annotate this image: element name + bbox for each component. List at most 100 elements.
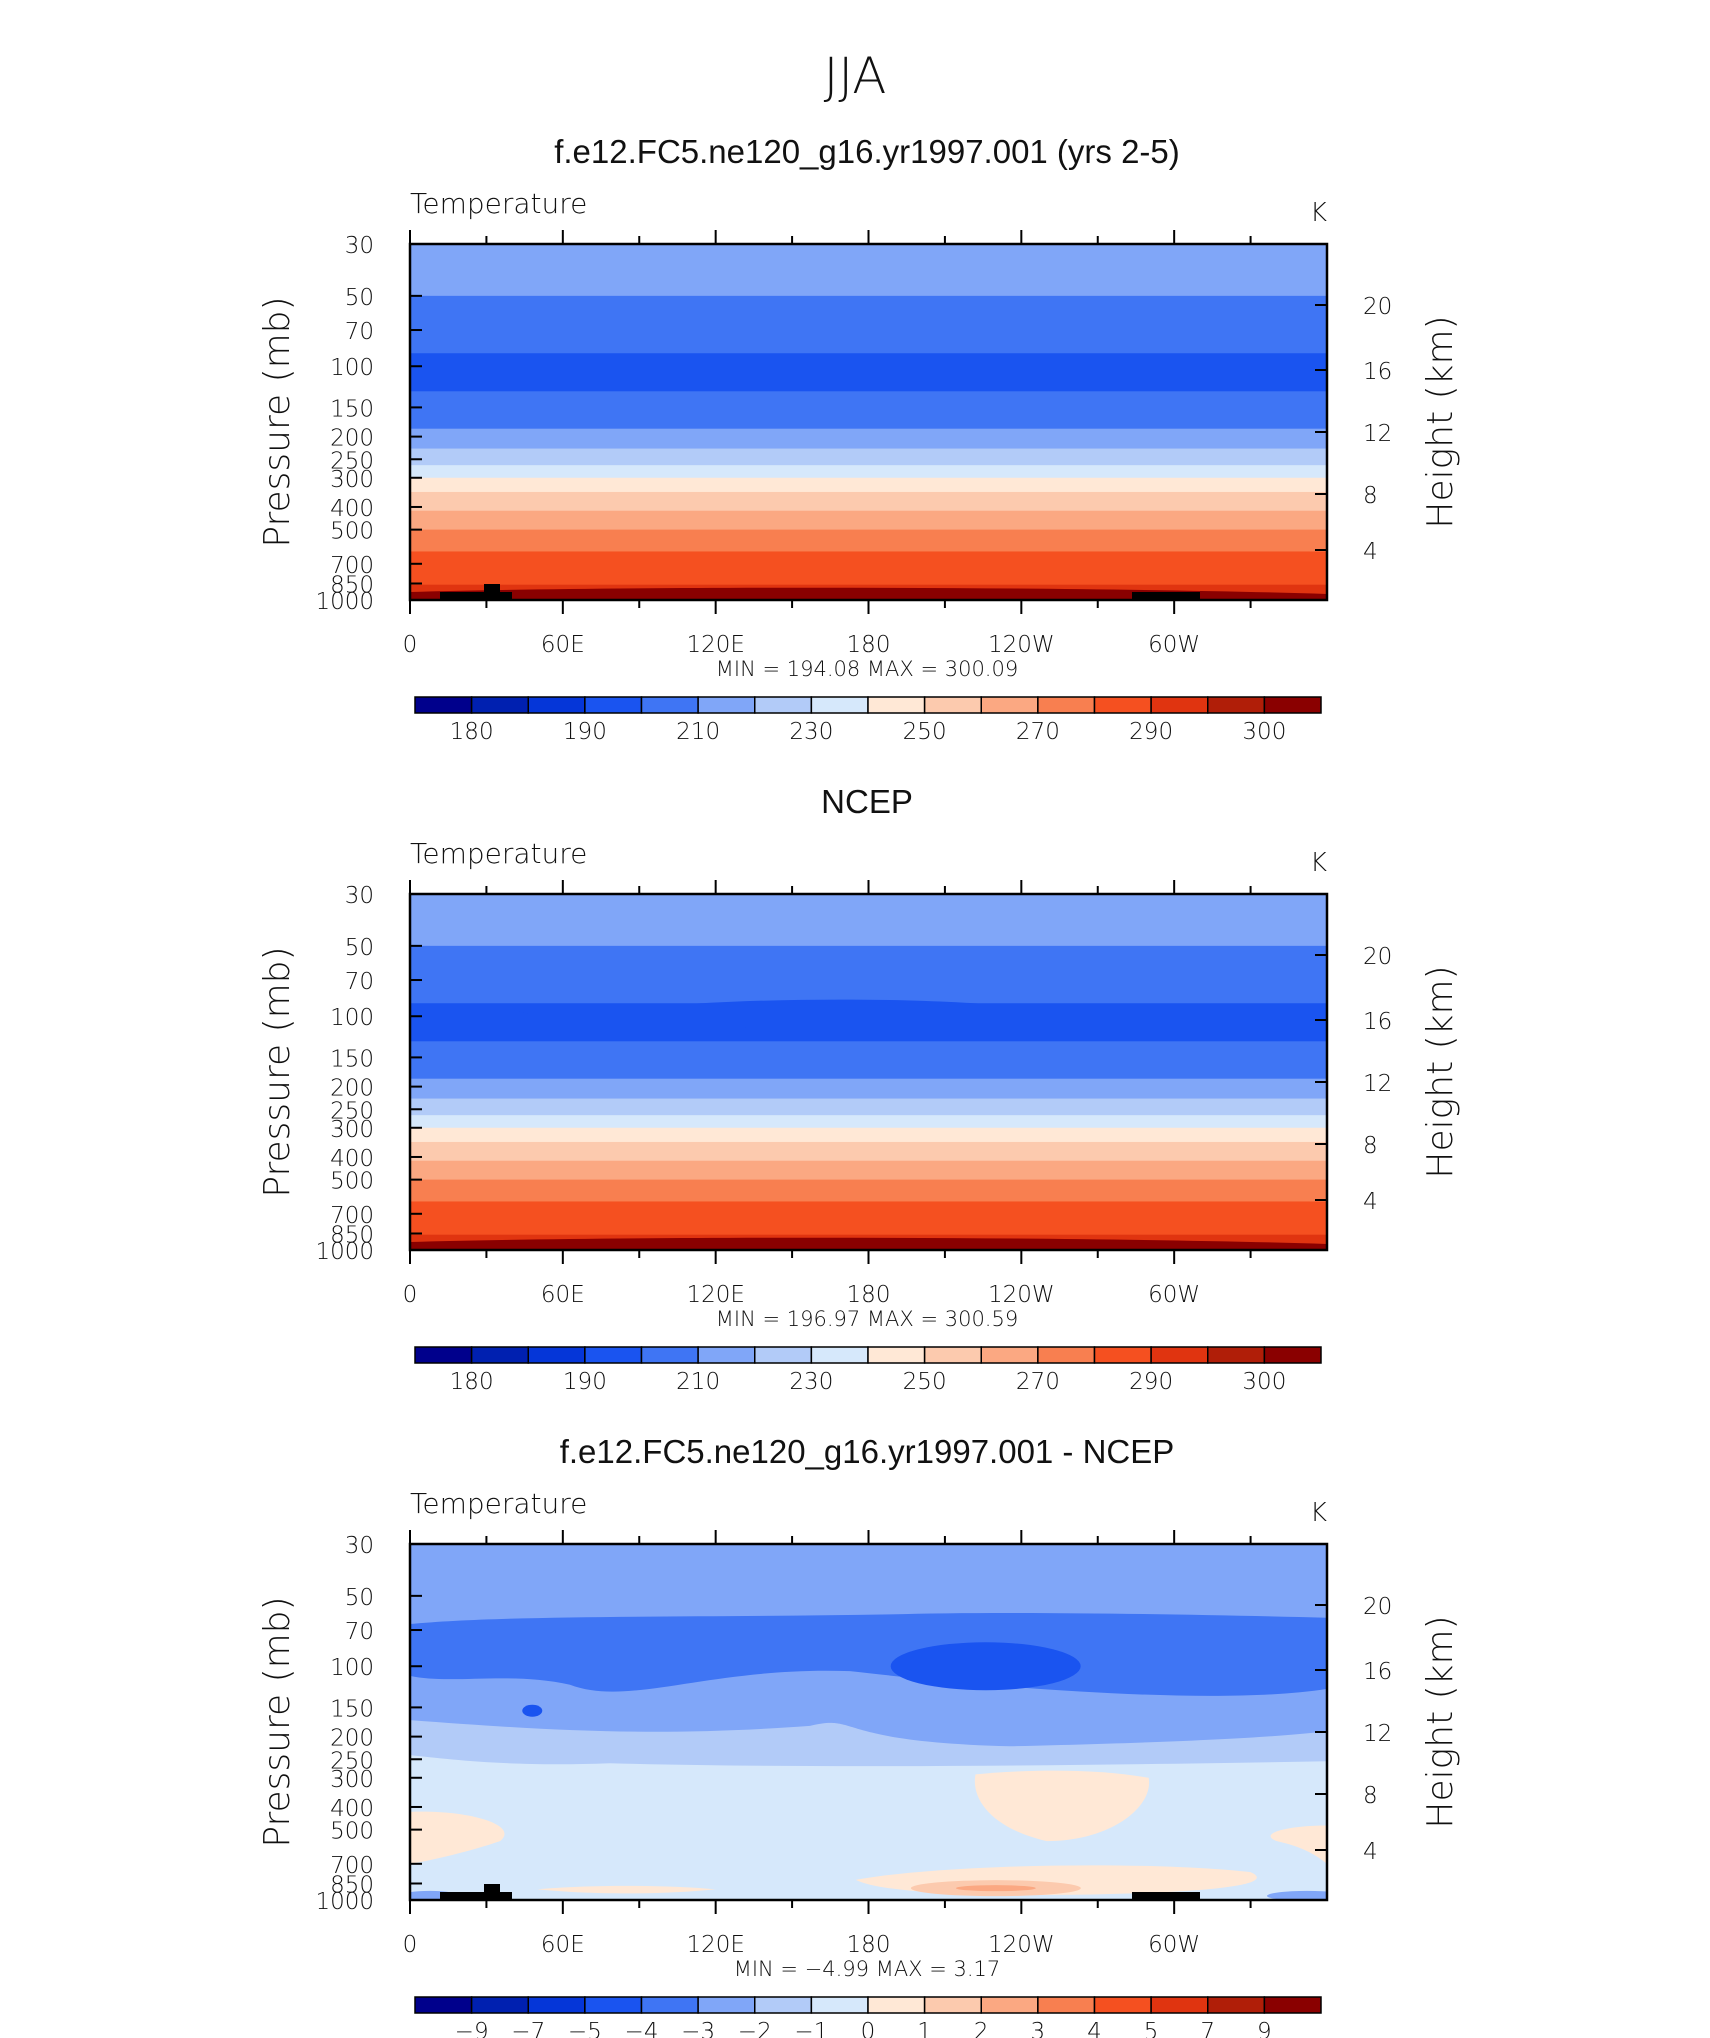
min-max-label: MIN = −4.99 MAX = 3.17 [734, 1957, 1001, 1981]
lon-tick-label: 120E [686, 1282, 744, 1308]
colorbar-box [810, 1996, 869, 2014]
colorbar-label: 9 [1257, 2019, 1272, 2038]
contour-band-surface [410, 587, 1327, 600]
y-axis-label-left: Pressure (mb) [257, 296, 298, 547]
variable-label: Temperature [410, 187, 587, 220]
colorbar-box [980, 1996, 1039, 2014]
topography [440, 1892, 512, 1900]
topography [484, 1884, 500, 1894]
plot-area [410, 894, 1327, 1250]
colorbar-label: 230 [789, 719, 833, 745]
pressure-tick-label: 50 [345, 285, 374, 311]
height-tick-label: 12 [1363, 1071, 1392, 1097]
colorbar-label: 3 [1031, 2019, 1046, 2038]
colorbar-box [810, 1346, 869, 1364]
contour-band [410, 510, 1327, 531]
height-tick-label: 8 [1363, 483, 1378, 509]
pressure-tick-label: 100 [330, 355, 374, 381]
contour-band [410, 1127, 1327, 1143]
colorbar-box [754, 696, 813, 714]
lon-tick-label: 0 [403, 1282, 418, 1308]
contour-band [410, 1098, 1327, 1116]
colorbar-label: 0 [861, 2019, 876, 2038]
lon-tick-label: 120E [686, 632, 744, 658]
lon-tick-label: 120W [988, 632, 1055, 658]
contour-band [955, 1885, 1036, 1892]
height-tick-label: 16 [1363, 1009, 1392, 1035]
colorbar-label: −2 [738, 2019, 772, 2038]
height-tick-label: 4 [1363, 1839, 1378, 1865]
colorbar-label: 1 [917, 2019, 932, 2038]
colorbar-label: 300 [1242, 719, 1286, 745]
colorbar-box [584, 1996, 643, 2014]
panel-1: f.e12.FC5.ne120_g16.yr1997.001 (yrs 2-5)… [257, 133, 1461, 745]
colorbar-label: 300 [1242, 1369, 1286, 1395]
colorbar-label: 5 [1144, 2019, 1159, 2038]
contour-feature [410, 1006, 530, 1023]
colorbar-label: 250 [903, 719, 947, 745]
colorbar-label: 290 [1129, 719, 1173, 745]
contour-band [522, 1704, 543, 1717]
colorbar-box [640, 696, 699, 714]
colorbar-box [1093, 1996, 1152, 2014]
variable-label: Temperature [410, 1487, 587, 1520]
colorbar-box [980, 696, 1039, 714]
colorbar-box [584, 1346, 643, 1364]
pressure-tick-label: 30 [345, 1533, 374, 1559]
pressure-tick-label: 400 [330, 1146, 374, 1172]
colorbar-box [1037, 696, 1096, 714]
colorbar-label: −7 [511, 2019, 545, 2038]
y-axis-label-left: Pressure (mb) [257, 1596, 298, 1847]
pressure-tick-label: 30 [345, 883, 374, 909]
colorbar-box [697, 696, 756, 714]
colorbar-label: 270 [1016, 1369, 1060, 1395]
pressure-tick-label: 250 [330, 1748, 374, 1774]
colorbar-box [527, 1346, 586, 1364]
contour-band [410, 353, 1327, 392]
lon-tick-label: 60W [1148, 1282, 1200, 1308]
contour-band [410, 391, 1327, 430]
pressure-tick-label: 500 [330, 519, 374, 545]
pressure-tick-label: 850 [330, 1223, 374, 1249]
colorbar-box [527, 1996, 586, 2014]
figure-title: JJA [824, 47, 887, 105]
topography [484, 584, 500, 594]
lon-tick-label: 0 [403, 1932, 418, 1958]
colorbar-label: −4 [625, 2019, 659, 2038]
lon-tick-label: 60E [541, 1932, 585, 1958]
colorbar-label: 210 [676, 1369, 720, 1395]
height-tick-label: 8 [1363, 1133, 1378, 1159]
lon-tick-label: 60E [541, 632, 585, 658]
contour-band [410, 295, 1327, 354]
units-label: K [1310, 848, 1327, 878]
plot-area [410, 244, 1327, 600]
colorbar-label: 290 [1129, 1369, 1173, 1395]
contour-band [410, 1115, 1327, 1129]
colorbar-box [754, 1346, 813, 1364]
colorbar-box [1263, 1996, 1322, 2014]
colorbar-box [1150, 696, 1209, 714]
contour-band [410, 491, 1327, 512]
lon-tick-label: 0 [403, 632, 418, 658]
colorbar-box [923, 696, 982, 714]
colorbar-label: 2 [974, 2019, 989, 2038]
colorbar-label: −1 [794, 2019, 828, 2038]
y-axis-label-right: Height (km) [1420, 965, 1461, 1178]
pressure-tick-label: 200 [330, 1076, 374, 1102]
min-max-label: MIN = 194.08 MAX = 300.09 [716, 657, 1018, 681]
pressure-tick-label: 100 [330, 1005, 374, 1031]
panels: f.e12.FC5.ne120_g16.yr1997.001 (yrs 2-5)… [257, 133, 1461, 2038]
colorbar-label: −5 [568, 2019, 602, 2038]
colorbar-label: 230 [789, 1369, 833, 1395]
colorbar-box [584, 696, 643, 714]
height-tick-label: 16 [1363, 359, 1392, 385]
pressure-tick-label: 70 [345, 319, 374, 345]
variable-label: Temperature [410, 837, 587, 870]
contour-band [410, 1720, 1327, 1767]
colorbar-label: 190 [563, 719, 607, 745]
contour-band [410, 1141, 1327, 1162]
contour-band [410, 1811, 505, 1864]
pressure-tick-label: 700 [330, 1203, 374, 1229]
topography [1132, 1892, 1200, 1900]
height-tick-label: 20 [1363, 294, 1392, 320]
